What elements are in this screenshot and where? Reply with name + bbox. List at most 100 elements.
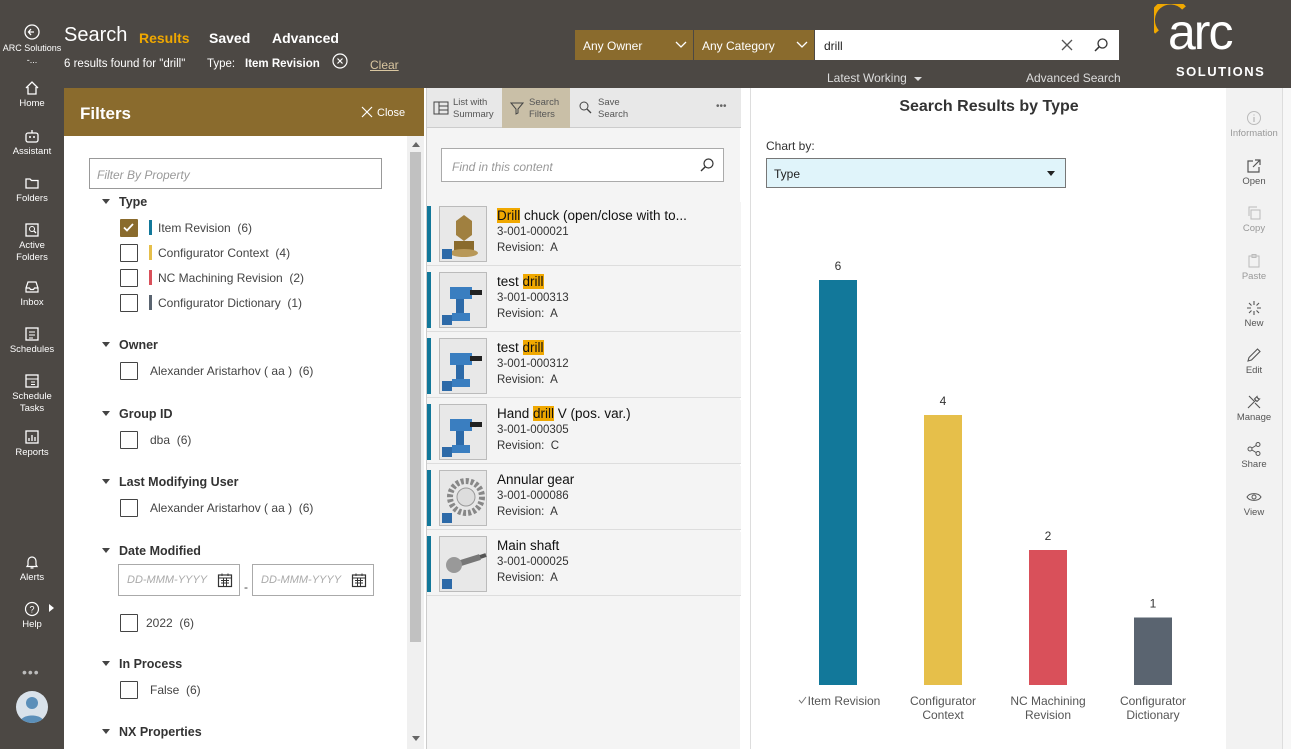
search-filters-button[interactable]: Search Filters [502, 88, 570, 128]
type-section-toggle[interactable]: Type [102, 195, 147, 209]
chart-by-dropdown[interactable]: Type [766, 158, 1066, 188]
chart-bar[interactable] [1134, 617, 1172, 686]
tab-results[interactable]: Results [139, 30, 190, 46]
filters-scrollbar[interactable] [407, 136, 424, 749]
tab-saved[interactable]: Saved [209, 30, 251, 46]
result-title[interactable]: Main shaft [497, 538, 737, 553]
result-title[interactable]: test drill [497, 274, 737, 289]
result-item[interactable]: test drill 3-001-000313 Revision: A [427, 268, 741, 332]
scrollbar-thumb[interactable] [410, 152, 421, 642]
filter-property-input[interactable]: Filter By Property [89, 158, 382, 189]
information-label: Information [1230, 128, 1278, 139]
nav-assistant[interactable]: Assistant [0, 128, 64, 158]
page-scrollbar[interactable] [1282, 88, 1291, 749]
result-title-suffix: chuck (open/close with to... [520, 208, 687, 223]
date-from-input[interactable]: DD-MMM-YYYY [118, 564, 240, 596]
result-item[interactable]: Annular gear 3-001-000086 Revision: A [427, 466, 741, 530]
nav-schedule-tasks[interactable]: Schedule Tasks [0, 373, 64, 415]
type-checkbox[interactable] [120, 269, 138, 287]
nav-help[interactable]: ? Help [0, 601, 64, 631]
latest-working-dropdown[interactable]: Latest Working [827, 71, 923, 85]
chart-bar[interactable] [1029, 550, 1067, 685]
calendar-icon[interactable] [351, 572, 367, 588]
owner-section-toggle[interactable]: Owner [102, 338, 158, 352]
last-user-section-label: Last Modifying User [119, 475, 239, 489]
chevron-down-icon [796, 41, 808, 48]
more-options-icon[interactable]: ••• [716, 101, 727, 112]
result-title-highlight: Drill [497, 208, 521, 223]
share-button[interactable]: Share [1226, 441, 1282, 470]
result-title[interactable]: Drill chuck (open/close with to... [497, 208, 737, 223]
bar-category-label: Configurator Context [910, 694, 976, 722]
search-input[interactable]: drill [815, 30, 1119, 60]
nav-active-folders[interactable]: Active Folders [0, 222, 64, 264]
edit-button[interactable]: Edit [1226, 347, 1282, 376]
manage-button[interactable]: Manage [1226, 394, 1282, 423]
result-type-indicator [427, 338, 431, 394]
chart-bar[interactable] [819, 280, 857, 685]
copy-button[interactable]: Copy [1226, 205, 1282, 234]
type-checkbox[interactable] [120, 294, 138, 312]
folder-icon [25, 178, 39, 189]
clear-search-icon[interactable] [1060, 38, 1074, 52]
nav-inbox[interactable]: Inbox [0, 279, 64, 309]
nav-schedules[interactable]: Schedules [0, 326, 64, 356]
process-checkbox[interactable] [120, 681, 138, 699]
type-option-label: NC Machining Revision [158, 271, 283, 285]
result-item[interactable]: Drill chuck (open/close with to... 3-001-… [427, 202, 741, 266]
advanced-search-link[interactable]: Advanced Search [1026, 71, 1121, 85]
search-icon[interactable] [1093, 37, 1109, 53]
category-dropdown[interactable]: Any Category [694, 30, 814, 60]
scroll-up-arrow-icon[interactable] [412, 142, 420, 147]
date-year-checkbox[interactable] [120, 614, 138, 632]
find-in-content-input[interactable]: Find in this content [441, 148, 724, 182]
save-search-button[interactable]: Save Search [576, 94, 636, 124]
result-title[interactable]: Annular gear [497, 472, 737, 487]
last-user-checkbox[interactable] [120, 499, 138, 517]
type-checkbox[interactable] [120, 244, 138, 262]
date-section-toggle[interactable]: Date Modified [102, 544, 201, 558]
last-user-section-toggle[interactable]: Last Modifying User [102, 475, 238, 489]
actions-sidebar: Information Open Copy Paste New Edit Man… [1226, 88, 1282, 749]
nav-folders[interactable]: Folders [0, 175, 64, 205]
checkmark-icon [123, 223, 134, 232]
more-dots-icon[interactable]: ••• [22, 664, 40, 680]
new-button[interactable]: New [1226, 300, 1282, 329]
group-section-toggle[interactable]: Group ID [102, 407, 172, 421]
result-item[interactable]: test drill 3-001-000312 Revision: A [427, 334, 741, 398]
bell-icon [25, 556, 39, 569]
process-section-toggle[interactable]: In Process [102, 657, 182, 671]
calendar-icon[interactable] [217, 572, 233, 588]
result-item[interactable]: Hand drill V (pos. var.) 3-001-000305 Revi… [427, 400, 741, 464]
nx-section-toggle[interactable]: NX Properties [102, 725, 202, 739]
nav-reports[interactable]: Reports [0, 429, 64, 459]
user-avatar[interactable] [16, 691, 48, 723]
back-button[interactable]: ARC Solutions -... [0, 24, 64, 66]
result-title[interactable]: Hand drill V (pos. var.) [497, 406, 737, 421]
open-button[interactable]: Open [1226, 158, 1282, 187]
type-checkbox[interactable] [120, 219, 138, 237]
category-dropdown-value: Any Category [702, 39, 775, 53]
clear-link[interactable]: Clear [370, 58, 399, 72]
tab-advanced[interactable]: Advanced [272, 30, 339, 46]
paste-button[interactable]: Paste [1226, 253, 1282, 282]
group-checkbox[interactable] [120, 431, 138, 449]
scroll-down-arrow-icon[interactable] [412, 736, 420, 741]
view-button[interactable]: View [1226, 489, 1282, 518]
help-expand-caret-icon[interactable] [49, 604, 54, 612]
information-button[interactable]: Information [1226, 110, 1282, 139]
close-filters-button[interactable]: Close [361, 106, 405, 119]
remove-type-filter-button[interactable] [332, 53, 348, 69]
list-with-summary-button[interactable]: List with Summary [431, 94, 501, 124]
date-year-label: 2022 [146, 616, 173, 630]
type-option-count: (1) [287, 296, 303, 310]
result-item[interactable]: Main shaft 3-001-000025 Revision: A [427, 532, 741, 596]
nav-home[interactable]: Home [0, 80, 64, 110]
result-title[interactable]: test drill [497, 340, 737, 355]
nav-alerts[interactable]: Alerts [0, 554, 64, 584]
chart-bar[interactable] [924, 415, 962, 685]
owner-checkbox[interactable] [120, 362, 138, 380]
owner-dropdown[interactable]: Any Owner [575, 30, 693, 60]
date-to-input[interactable]: DD-MMM-YYYY [252, 564, 374, 596]
search-icon[interactable] [699, 157, 715, 173]
